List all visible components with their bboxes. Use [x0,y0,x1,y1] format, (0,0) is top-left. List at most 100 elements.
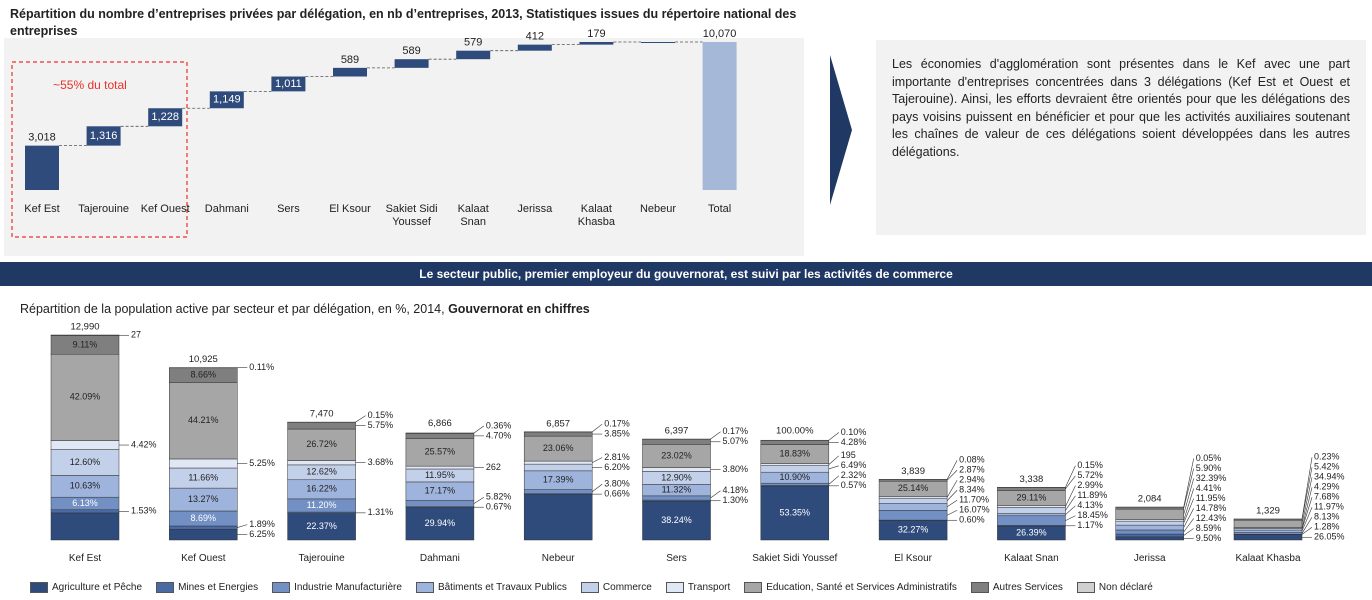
data-label: 11.89% [1077,490,1107,500]
leader-line [1065,465,1076,488]
data-label: 2.94% [959,475,985,485]
x-tick-label: Sakiet Sidi Youssef [385,203,438,228]
segment [1233,529,1303,533]
data-label: 1.31% [368,507,394,517]
leader-line [946,460,958,480]
segment [50,334,120,336]
legend-item: Industrie Manufacturière [272,582,402,593]
data-label: 5.07% [723,436,749,446]
legend-label: Education, Santé et Services Administrat… [766,582,957,593]
total-label: 7,470 [310,409,334,420]
leader-line [1183,478,1194,515]
x-tick-label: Tajerouine [78,203,129,215]
highlight-box [11,61,188,238]
data-label: 42.09% [70,392,101,402]
data-label: 4.29% [1314,482,1340,492]
title-text: Répartition de la population active par … [20,302,449,316]
data-label: 589 [402,45,420,57]
segment [642,467,711,472]
data-label: 16.07% [959,505,990,515]
segment [523,463,593,472]
data-label: 1.17% [1077,520,1103,530]
data-label: 10.90% [780,472,811,482]
segment [523,431,593,437]
segment [405,465,475,470]
segment [760,440,830,445]
segment [405,433,475,439]
data-label: 3.68% [368,457,394,467]
legend-swatch [1076,582,1095,593]
chevron [830,55,852,205]
data-label: 44.21% [188,415,219,425]
data-label: 18.45% [1077,510,1108,520]
legend-item: Mines et Energies [156,582,258,593]
data-label: 4.42% [131,439,157,449]
data-label: 4.18% [723,485,749,495]
data-label: 412 [526,31,544,43]
data-label: 18.83% [780,449,811,459]
segment [878,497,948,504]
data-label: 4.70% [486,430,512,440]
data-label: 27 [131,330,141,340]
bar [209,91,244,109]
leader-line [1301,527,1313,535]
data-label: 6.13% [72,498,98,508]
x-tick-label: Nebeur [639,203,677,215]
segment [523,460,593,465]
data-label: 10,070 [703,28,737,40]
x-tick-label: Kef Ouest [181,553,226,564]
data-label: 6.20% [604,462,630,472]
bar [333,67,367,77]
data-label: 0.11% [249,362,274,372]
leader-line [592,457,603,463]
total-label: 1,329 [1256,506,1280,517]
data-label: 22.37% [306,521,337,531]
segment [760,465,830,473]
total-label: 12,990 [70,322,99,333]
segment [287,428,356,461]
total-label: 3,338 [1020,474,1044,485]
data-label: 11.95% [1196,493,1226,503]
data-label: 1,316 [90,130,118,142]
data-label: 8.34% [959,485,985,495]
segment [1115,533,1184,538]
segment [287,513,356,541]
data-label: 589 [341,54,359,66]
chart-background [4,38,804,256]
legend-swatch [156,582,175,593]
data-label: 11.32% [662,485,692,495]
segment [642,438,711,445]
segment [50,353,120,441]
leader-line [473,425,485,434]
banner: Le secteur public, premier employeur du … [0,262,1372,286]
data-label: 0.66% [604,489,630,499]
x-tick-label: Kef Est [68,553,102,564]
total-label: 3,839 [901,466,925,477]
data-label: 11.95% [425,470,455,480]
legend-label: Autres Services [992,582,1063,593]
segment [760,463,830,466]
legend-item: Non déclaré [1076,582,1153,593]
segment [523,435,593,462]
leader-line [1065,505,1076,515]
data-label: 9.50% [1196,533,1222,543]
segment [169,382,238,460]
legend-item: Autres Services [970,582,1063,593]
legend-label: Mines et Energies [178,582,259,593]
data-label: 12.62% [306,467,337,477]
x-tick-label: Kef Est [24,203,60,215]
data-label: 5.42% [1314,462,1340,472]
segment [642,495,711,501]
data-label: 579 [464,37,482,49]
segment [50,440,120,450]
data-label: 1,228 [151,111,179,123]
data-label: 0.15% [368,410,394,420]
x-tick-label: Nebeur [541,553,575,564]
legend-swatch [665,582,684,593]
leader-line [1065,485,1076,507]
data-label: 0.08% [959,455,985,465]
segment [50,449,120,476]
data-label: 25.14% [898,483,929,493]
segment [878,479,948,482]
